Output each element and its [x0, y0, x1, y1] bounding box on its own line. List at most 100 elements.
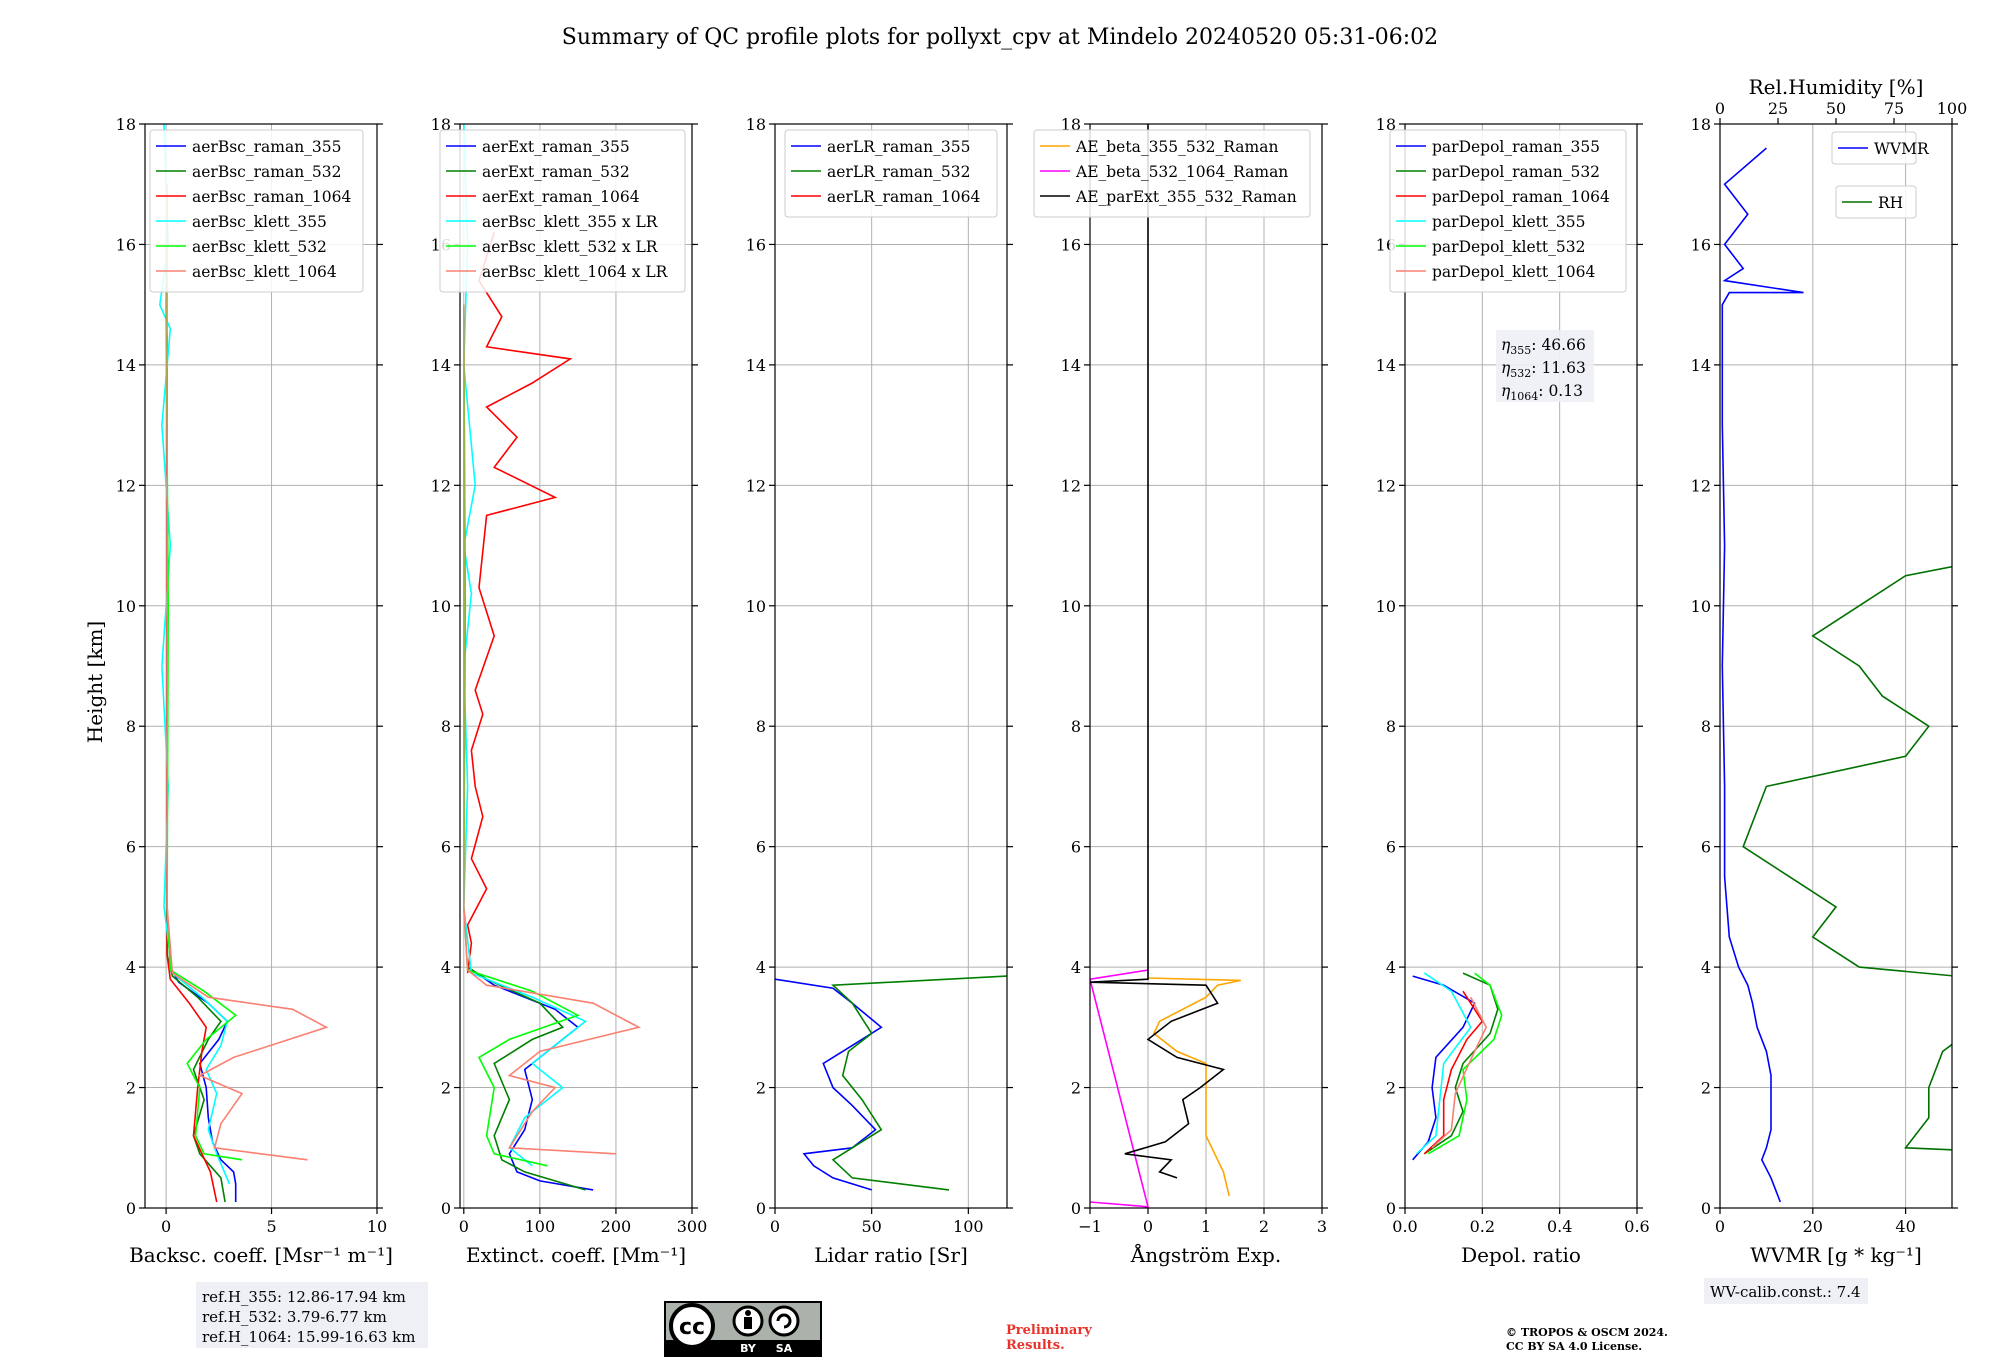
series-aerBsc_klett_532 [165, 184, 243, 1161]
y-tick-label: 18 [1061, 115, 1081, 134]
series-parDepol_klett_1064 [1431, 996, 1488, 1149]
cc-sa-label: SA [776, 1342, 793, 1355]
wv-calibration-box: WV-calib.const.: 7.4 [1704, 1278, 1868, 1304]
legend-entry: AE_beta_532_1064_Raman [1075, 163, 1288, 181]
y-tick-label: 0 [126, 1199, 136, 1218]
y-tick-label: 0 [1386, 1199, 1396, 1218]
y-tick-label: 6 [1386, 838, 1396, 857]
y-axis-label: Height [km] [83, 621, 107, 743]
y-tick-label: 2 [1386, 1079, 1396, 1098]
series-aerExt_raman_532 [467, 966, 586, 1191]
x-tick-label: 0 [1143, 1217, 1153, 1236]
x-axis-label: WVMR [g * kg⁻¹] [1750, 1243, 1922, 1267]
axes-frame [1404, 123, 1638, 1209]
y-tick-label: 14 [1691, 356, 1711, 375]
legend-entry: aerBsc_klett_355 [192, 213, 327, 231]
y-tick-label: 12 [746, 476, 766, 495]
series-aerBsc_klett_1064 x LR [463, 304, 642, 1155]
y-tick-label: 16 [1061, 235, 1081, 254]
figure-title: Summary of QC profile plots for pollyxt_… [562, 25, 1438, 50]
series-aerBsc_klett_1064 [166, 184, 329, 1161]
panel-1: 0246810121416180100200300Extinct. coeff.… [431, 115, 708, 1267]
legend-entry: aerBsc_raman_1064 [192, 188, 352, 206]
legend-entry: aerBsc_klett_355 x LR [482, 213, 659, 231]
legend-entry: aerBsc_klett_1064 [192, 263, 337, 281]
y-tick-label: 10 [746, 597, 766, 616]
y-tick-label: 16 [116, 235, 136, 254]
x-axis-label: Lidar ratio [Sr] [814, 1243, 968, 1267]
y-tick-label: 4 [1386, 958, 1396, 977]
series-parDepol_raman_355 [1412, 975, 1476, 1161]
y-tick-label: 8 [756, 717, 766, 736]
legend-panel-2: aerLR_raman_355 aerLR_raman_532 aerLR_rama… [784, 129, 998, 218]
y-tick-label: 4 [756, 958, 766, 977]
series-aerLR_raman_532 [831, 975, 1007, 1191]
legend-entry: aerExt_raman_532 [482, 163, 630, 181]
legend-panel-0: aerBsc_raman_355 aerBsc_raman_532 aerBsc_r… [149, 129, 364, 293]
legend-entry: parDepol_raman_532 [1432, 163, 1600, 181]
legend-entry: aerBsc_klett_1064 x LR [482, 263, 669, 281]
cc-letters: cc [679, 1315, 705, 1340]
y-tick-label: 2 [126, 1079, 136, 1098]
series-aerExt_raman_1064 [466, 232, 573, 974]
y-tick-label: 6 [1071, 838, 1081, 857]
x-tick-label: 100 [953, 1217, 984, 1236]
x-tick-label: 3 [1317, 1217, 1327, 1236]
y-tick-label: 4 [441, 958, 451, 977]
ref-height-355: ref.H_355: 12.86-17.94 km [202, 1288, 406, 1306]
y-tick-label: 16 [746, 235, 766, 254]
y-tick-label: 18 [1691, 115, 1711, 134]
series-aerExt_raman_355 [467, 966, 594, 1191]
ref-height-1064: ref.H_1064: 15.99-16.63 km [202, 1328, 415, 1346]
wv-calibration-constant: WV-calib.const.: 7.4 [1710, 1283, 1861, 1301]
y-tick-label: 10 [431, 597, 451, 616]
x-tick-label: 2 [1259, 1217, 1269, 1236]
y-tick-label: 14 [116, 356, 136, 375]
axes-frame [774, 123, 1008, 1209]
y-tick-label: 2 [1071, 1079, 1081, 1098]
cc-by-label: BY [740, 1342, 757, 1355]
legend-entry: AE_beta_355_532_Raman [1075, 138, 1278, 156]
x2-axis-label: Rel.Humidity [%] [1749, 75, 1924, 99]
y-tick-label: 6 [441, 838, 451, 857]
x-tick-label: 10 [367, 1217, 387, 1236]
x-tick-label: 0 [459, 1217, 469, 1236]
reference-height-box: ref.H_355: 12.86-17.94 km ref.H_532: 3.7… [196, 1282, 428, 1348]
legend-entry: aerLR_raman_1064 [827, 188, 980, 206]
y-tick-label: 14 [746, 356, 766, 375]
legend-panel-1: aerExt_raman_355 aerExt_raman_532 aerExt_r… [439, 129, 686, 293]
x-axis-label: Depol. ratio [1461, 1243, 1581, 1267]
x-axis-label: Ångström Exp. [1130, 1242, 1281, 1267]
x-tick-label: 40 [1895, 1217, 1915, 1236]
x-tick-label: 0.4 [1547, 1217, 1572, 1236]
legend-wvmr: WVMR [1831, 131, 1930, 165]
x-tick-label: 300 [677, 1217, 708, 1236]
x-axis-label: Extinct. coeff. [Mm⁻¹] [466, 1243, 686, 1267]
x2-tick-label: 25 [1768, 99, 1788, 118]
y-tick-label: 16 [1691, 235, 1711, 254]
x-tick-label: 5 [266, 1217, 276, 1236]
y-tick-label: 2 [1701, 1079, 1711, 1098]
legend-entry: AE_parExt_355_532_Raman [1075, 188, 1297, 206]
y-tick-label: 6 [126, 838, 136, 857]
y-tick-label: 4 [1071, 958, 1081, 977]
eta-value: η355: 46.66 [1501, 336, 1586, 357]
legend-entry: aerBsc_klett_532 [192, 238, 327, 256]
series-RH [1742, 565, 1952, 1151]
series-parDepol_raman_1064 [1423, 990, 1484, 1155]
y-tick-label: 12 [1376, 476, 1396, 495]
x-tick-label: 0.2 [1470, 1217, 1495, 1236]
y-tick-label: 12 [1061, 476, 1081, 495]
y-tick-label: 10 [116, 597, 136, 616]
series-parDepol_klett_355 [1416, 972, 1472, 1155]
y-tick-label: 10 [1691, 597, 1711, 616]
x2-tick-label: 50 [1826, 99, 1846, 118]
y-tick-label: 4 [126, 958, 136, 977]
legend-entry: parDepol_raman_355 [1432, 138, 1600, 156]
series-aerBsc_klett_532 x LR [462, 304, 580, 1167]
y-tick-label: 8 [1701, 717, 1711, 736]
y-tick-label: 18 [116, 115, 136, 134]
